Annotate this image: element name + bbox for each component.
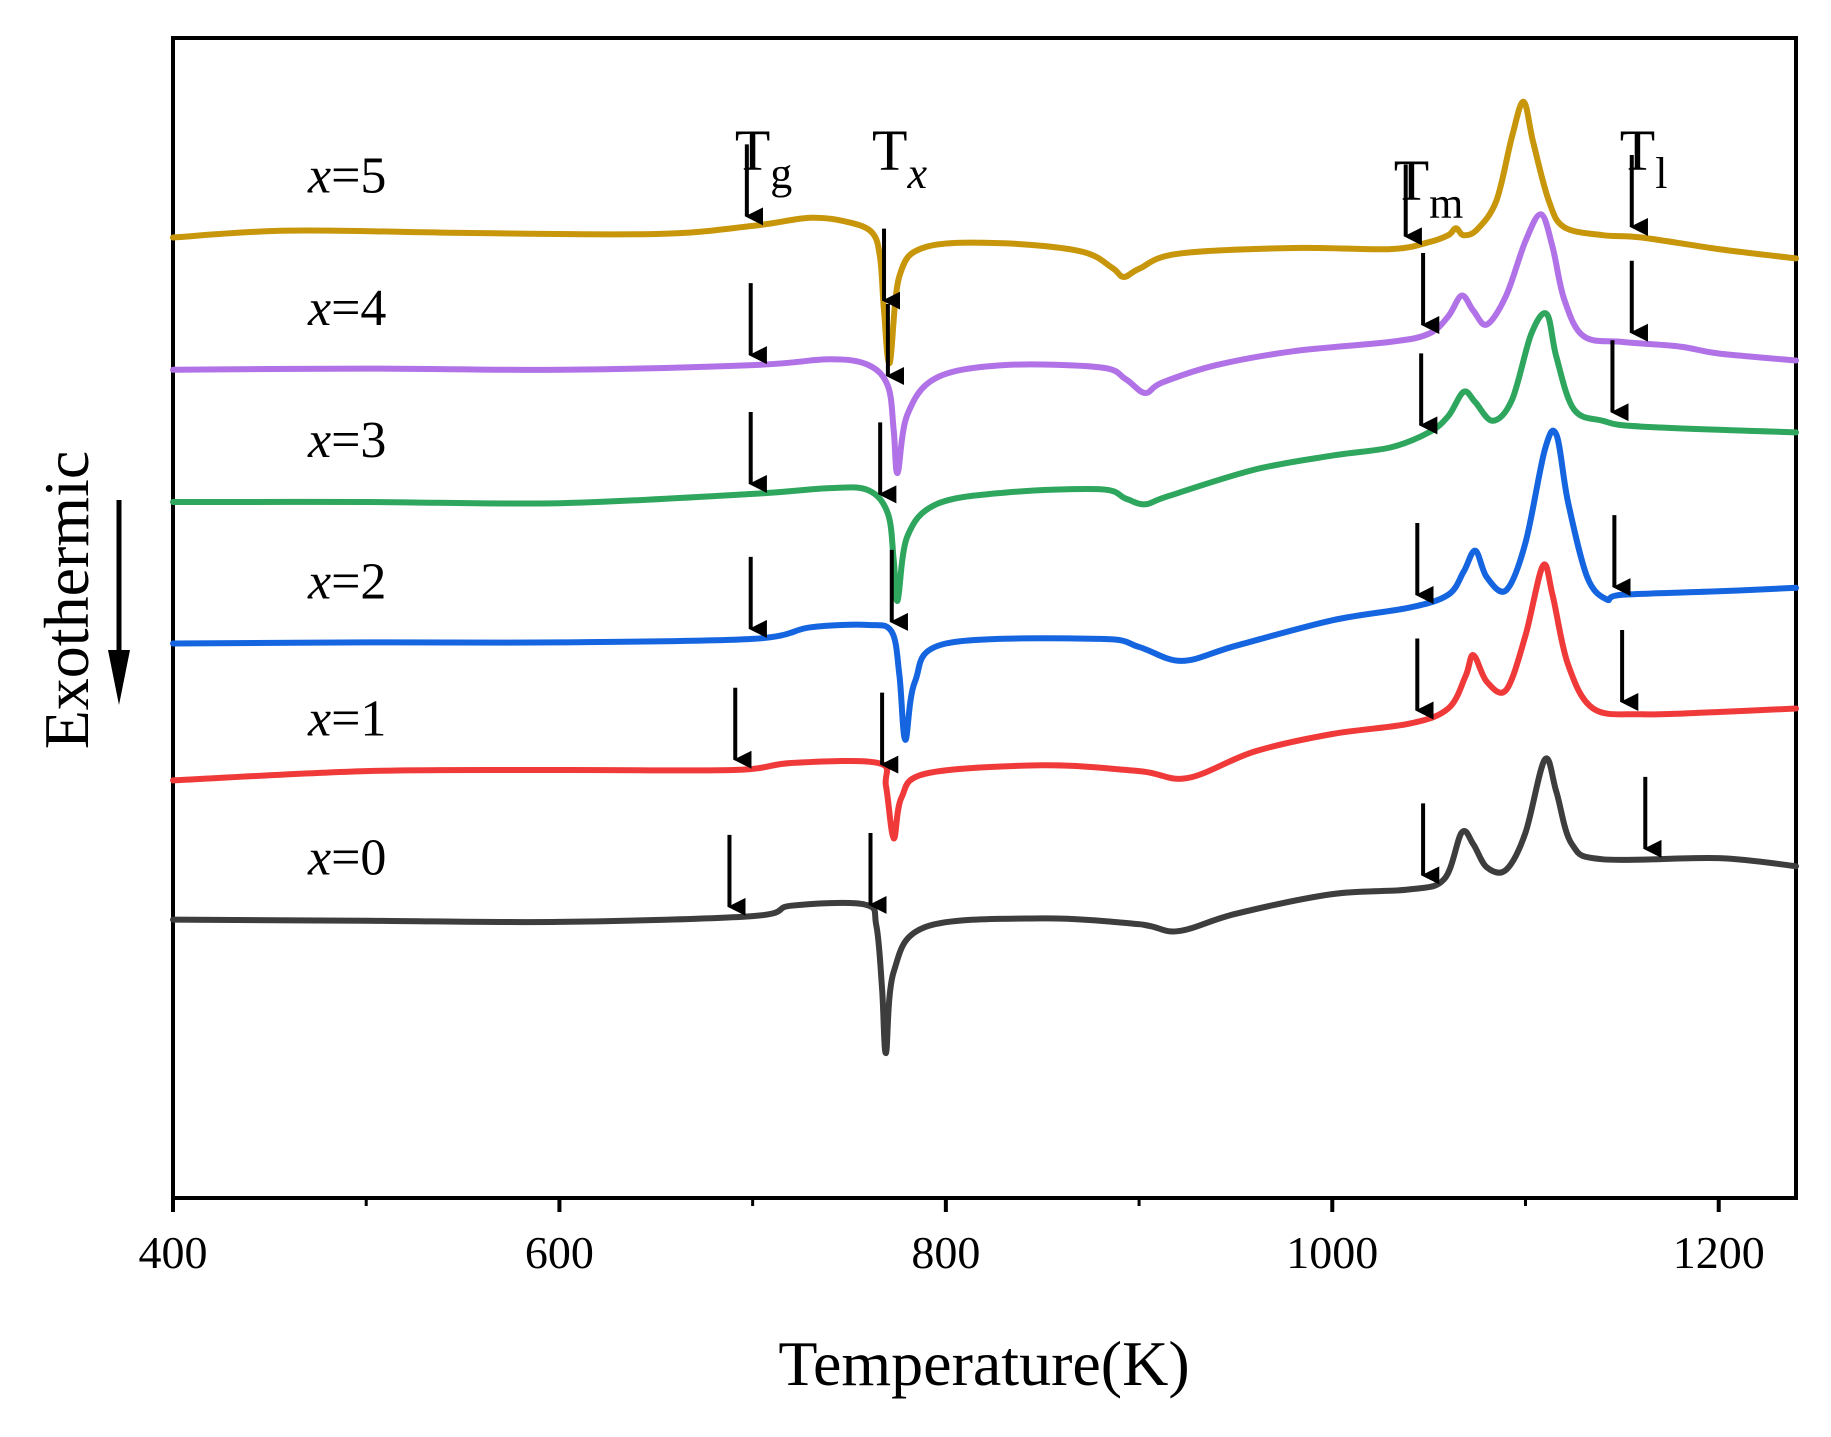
x-tick-label: 800 xyxy=(911,1227,980,1278)
series-label-var: x xyxy=(307,412,331,469)
annotation-main: T xyxy=(1620,118,1655,183)
annotation-Tg: Tg xyxy=(735,118,792,198)
series-label: x=5 xyxy=(307,148,386,205)
annotation-main: T xyxy=(1394,148,1429,213)
x-tick-label: 600 xyxy=(525,1227,594,1278)
annotation-main: T xyxy=(872,118,907,183)
x-axis-tick-labels: 400 600 800 1000 1200 xyxy=(139,1227,1765,1278)
series-label-var: x xyxy=(307,554,331,611)
series-label-var: x xyxy=(307,830,331,887)
series-label-var: x xyxy=(307,280,331,337)
series-label: x=1 xyxy=(307,690,386,747)
annotation-sub: m xyxy=(1429,179,1463,228)
series-label-var: x xyxy=(307,690,331,747)
annotation-Tm: Tm xyxy=(1394,148,1464,228)
plot-frame xyxy=(171,36,1798,1200)
x-tick-label: 1000 xyxy=(1286,1227,1378,1278)
exothermic-direction-arrow xyxy=(108,500,130,705)
annotation-main: T xyxy=(735,118,770,183)
annotation-sub: l xyxy=(1655,149,1667,198)
x-axis-ticks xyxy=(171,1198,1721,1212)
series-label: x=0 xyxy=(307,830,386,887)
y-axis-title: Exothermic xyxy=(31,451,102,750)
series-line-x=0 xyxy=(170,755,1799,1057)
annotation-sub: g xyxy=(770,149,792,198)
series-label: x=4 xyxy=(307,280,386,337)
series-label-value: =3 xyxy=(331,412,386,469)
series-label: x=3 xyxy=(307,412,386,469)
series-line-x=5 xyxy=(170,98,1799,367)
x-tick-label: 1200 xyxy=(1673,1227,1765,1278)
series-label-value: =2 xyxy=(331,554,386,611)
transition-arrows xyxy=(727,144,1662,916)
series-label-value: =1 xyxy=(331,690,386,747)
series-label-var: x xyxy=(307,148,331,205)
annotation-sub: x xyxy=(906,149,927,198)
series-label-value: =5 xyxy=(331,148,386,205)
series-line-x=4 xyxy=(170,211,1799,477)
exothermic-arrow-head xyxy=(108,650,130,705)
series-layer xyxy=(170,98,1799,1057)
series-labels: x=5x=4x=3x=2x=1x=0 xyxy=(307,148,386,887)
series-label-value: =0 xyxy=(331,830,386,887)
annotation-Tl: Tl xyxy=(1620,118,1668,198)
series-line-x=2 xyxy=(170,427,1799,743)
annotation-Tx: Tx xyxy=(872,118,927,198)
x-axis-title: Temperature(K) xyxy=(778,1328,1189,1399)
series-label: x=2 xyxy=(307,554,386,611)
series-label-value: =4 xyxy=(331,280,386,337)
x-tick-label: 400 xyxy=(139,1227,208,1278)
series-line-x=3 xyxy=(170,310,1799,604)
series-line-x=1 xyxy=(170,561,1799,842)
